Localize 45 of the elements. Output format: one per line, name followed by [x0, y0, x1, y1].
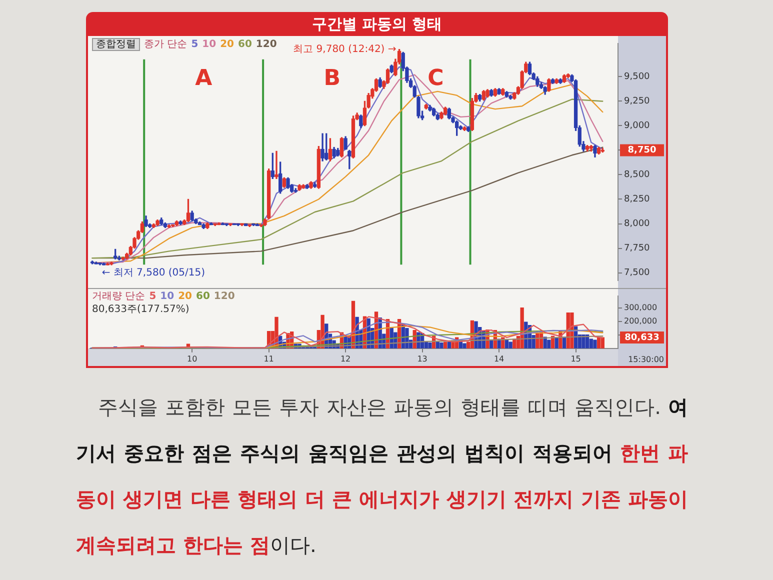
title-banner: 구간별 파동의 형태	[86, 12, 668, 36]
y-tick-label: 7,500	[624, 268, 650, 278]
text: 이다.	[270, 533, 316, 557]
text: 8,750	[628, 146, 656, 156]
y-tick-label: 8,500	[624, 170, 650, 180]
annotation: A	[195, 66, 212, 92]
x-tick-label: 10	[186, 354, 198, 364]
text: 60	[238, 38, 252, 50]
annotation: B	[324, 66, 341, 92]
text: 60	[196, 291, 210, 303]
legend-title: 종가 단순	[144, 38, 188, 50]
text: 80,633	[624, 332, 660, 343]
text: 10	[160, 291, 174, 303]
y-tick-label: 300,000	[624, 303, 658, 312]
y-tick-label: 8,250	[624, 194, 650, 205]
text: 계속되려고 한다는 점	[76, 533, 270, 557]
y-tick-label: 9,000	[624, 121, 650, 132]
annotation: C	[428, 66, 444, 92]
text: 20	[220, 38, 234, 50]
text: 120	[214, 291, 235, 303]
text: 5	[191, 38, 198, 50]
menu-button: 종합정렬	[92, 38, 140, 51]
x-tick-label: 11	[264, 354, 274, 364]
x-tick-label: 13	[417, 354, 428, 364]
text: 20	[178, 291, 192, 303]
y-tick-label: 9,250	[624, 96, 650, 107]
text: 동이 생기면 다른 형태의 더 큰 에너지가 생기기 전까지 기존 파동이	[76, 487, 688, 511]
legend-title: 거래량 단순	[92, 291, 146, 303]
y-tick-label: 200,000	[624, 316, 658, 326]
annotation: ← 최저 7,580 (05/15)	[102, 268, 206, 279]
text: 10	[202, 38, 216, 50]
text: 120	[256, 38, 277, 50]
y-tick-label: 7,750	[624, 244, 650, 254]
text: 한번 파	[620, 441, 688, 465]
text: 15:30:00	[628, 355, 664, 365]
annotation: 최고 9,780 (12:42) →	[293, 44, 396, 55]
text: 기서 중요한 점은 주식의 움직임은 관성의 법칙이 적용되어	[76, 441, 612, 465]
x-tick-label: 14	[494, 354, 504, 364]
y-tick-label: 8,000	[624, 219, 650, 230]
x-tick-label: 12	[340, 354, 351, 364]
text: 5	[149, 291, 156, 303]
annotation: 80,633주(177.57%)	[92, 304, 190, 316]
x-tick-label: 15	[570, 354, 581, 364]
text: 여	[668, 395, 688, 419]
text: 주식을 포함한 모든 투자 자산은 파동의 형태를 띠며 움직인다.	[98, 395, 661, 419]
